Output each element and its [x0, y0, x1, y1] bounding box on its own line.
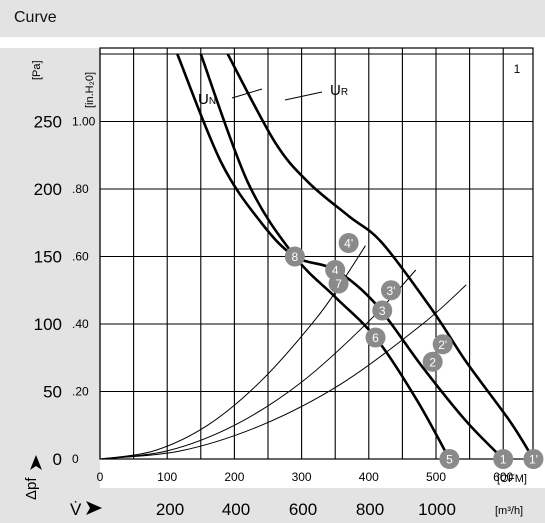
- y-tick-label: 50: [43, 383, 62, 402]
- y2-tick-label: 0: [72, 452, 79, 466]
- point-label: 3: [379, 304, 386, 318]
- y-unit-label: [Pa]: [31, 60, 43, 80]
- point-label: 7: [335, 277, 342, 291]
- point-label: 4': [344, 237, 353, 251]
- point-marker: [380, 280, 401, 301]
- y2-tick-label: .40: [72, 317, 89, 331]
- x-axis-arrow-icon: [86, 501, 102, 515]
- chart-title: Curve: [14, 9, 57, 26]
- x-axis-symbol: V̇: [70, 500, 82, 519]
- point-marker: [432, 334, 453, 355]
- series-line-UR: [226, 53, 533, 459]
- y-tick-label: 0: [53, 450, 62, 469]
- x2-tick-label: 800: [356, 500, 384, 519]
- point-label: 3': [386, 284, 395, 298]
- point-label: 2': [438, 338, 447, 352]
- plot-area: [100, 48, 533, 459]
- y-tick-label: 250: [34, 113, 62, 132]
- point-label: 1': [529, 453, 538, 467]
- point-marker: [493, 449, 514, 469]
- x2-tick-label: 600: [289, 500, 317, 519]
- label-leader-un: [231, 88, 263, 99]
- point-label: 5: [446, 453, 453, 467]
- y-tick-label: 150: [34, 248, 62, 267]
- point-label: 6: [372, 331, 379, 345]
- x2-tick-label: 1000: [418, 500, 456, 519]
- resistance-curve-3: [100, 284, 467, 459]
- point-label: 8: [292, 250, 299, 264]
- curve-label-ur: UR: [330, 82, 348, 99]
- x-axis-band: [0, 488, 545, 523]
- point-marker: [439, 449, 460, 469]
- point-marker: [284, 246, 305, 267]
- x-tick-label: 500: [426, 470, 446, 484]
- x-tick-label: 200: [224, 470, 244, 484]
- point-marker: [422, 351, 443, 372]
- x-unit-label: [CFM]: [497, 473, 527, 485]
- point-label: 1: [500, 453, 507, 467]
- y2-tick-label: .60: [72, 250, 89, 264]
- plot-border: [99, 47, 534, 460]
- point-marker: [338, 233, 359, 253]
- point-marker: [523, 449, 544, 469]
- y-axis-arrow-icon: [30, 455, 42, 470]
- y2-tick-label: .20: [72, 385, 89, 399]
- x-tick-label: 300: [292, 470, 312, 484]
- y-tick-label: 200: [34, 180, 62, 199]
- y-tick-label: 100: [34, 315, 62, 334]
- y-axis-symbol: Δpf: [23, 477, 40, 500]
- curve-label-un: UN: [198, 91, 216, 108]
- resistance-curve-2: [100, 269, 417, 459]
- x2-tick-label: 400: [222, 500, 250, 519]
- figure-number: 1: [514, 62, 521, 76]
- x-tick-label: 0: [97, 470, 104, 484]
- x-tick-label: 400: [359, 470, 379, 484]
- point-label: 4: [332, 264, 339, 278]
- y2-unit-label: [in.H₂0]: [84, 72, 96, 108]
- y2-tick-label: .80: [72, 182, 89, 196]
- point-marker: [328, 273, 349, 294]
- y-axis-panel: [0, 48, 100, 488]
- chart-header: Curve: [0, 0, 545, 37]
- label-leader-ur: [284, 91, 323, 101]
- point-label: 2: [429, 355, 436, 369]
- series-line-thick: [199, 53, 451, 459]
- x-tick-label: 100: [157, 470, 177, 484]
- point-marker: [365, 327, 386, 348]
- x-tick-label: 600: [493, 470, 513, 484]
- x2-tick-label: 200: [156, 500, 184, 519]
- y2-tick-label: 1.00: [72, 115, 96, 129]
- x2-unit-label: [m³/h]: [495, 505, 523, 517]
- point-marker: [372, 300, 393, 321]
